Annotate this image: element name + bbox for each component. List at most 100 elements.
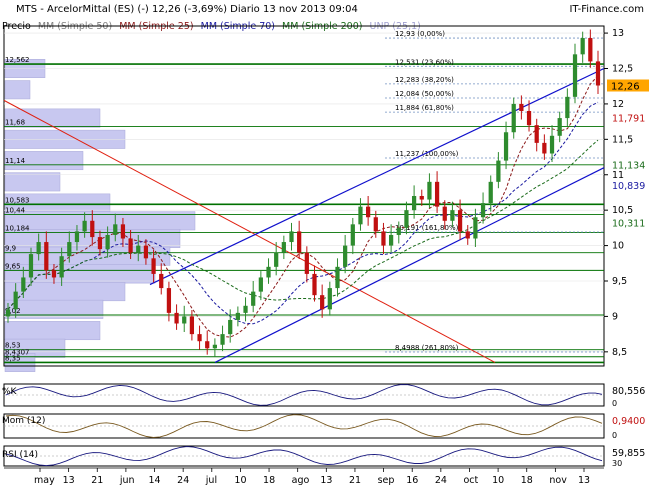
volume-profile-bar xyxy=(4,80,31,100)
candle-body xyxy=(212,344,217,349)
volume-profile-bar xyxy=(4,299,104,319)
candle-body xyxy=(358,206,363,225)
x-tick-label: 13 xyxy=(63,475,75,486)
candle-body xyxy=(327,288,332,310)
candle-body xyxy=(457,210,463,232)
x-tick-label: 21 xyxy=(349,475,361,486)
brand-label[interactable]: IT-Finance.com xyxy=(569,4,644,15)
support-level-label: 8,35 xyxy=(5,354,21,362)
candle-body xyxy=(411,196,417,211)
support-level-label: 11,14 xyxy=(5,157,26,165)
candle-body xyxy=(580,38,585,55)
candle-body xyxy=(5,309,11,317)
candle-body xyxy=(151,258,156,274)
sub-panel-tick: 0 xyxy=(612,431,617,440)
last-price-badge xyxy=(607,79,649,92)
candle-body xyxy=(496,160,501,182)
y-tick-label: 10 xyxy=(612,241,624,252)
x-tick-label: 18 xyxy=(521,475,533,486)
candle-body xyxy=(335,266,340,289)
x-tick-label: 24 xyxy=(177,475,189,486)
candle-body xyxy=(503,132,509,161)
support-level-label: 10,184 xyxy=(5,225,30,233)
candle-body xyxy=(59,256,64,278)
candle-body xyxy=(266,266,271,278)
price-panel-frame xyxy=(3,25,605,367)
y-tick-label: 12 xyxy=(612,99,624,110)
trend-lines xyxy=(3,67,605,363)
candle-body xyxy=(243,305,248,313)
candle-body xyxy=(526,111,532,126)
date-axis: may 13 21 jun 14 24 jul 10 18 ago 13 21 sep 16 24 oct 10… xyxy=(4,467,604,486)
support-level-label: 8,53 xyxy=(5,342,21,350)
fibonacci-levels: 12,93 (0,00%) 12,531 (23,60%) 12,283 (38,2… xyxy=(385,30,604,353)
x-tick-label: 16 xyxy=(406,475,418,486)
downtrend-line xyxy=(3,99,496,363)
ma-mid-line xyxy=(7,101,599,325)
candle-body xyxy=(51,270,57,278)
candle-body xyxy=(166,288,172,313)
candle-body xyxy=(120,224,126,239)
candle-body xyxy=(480,203,486,218)
x-tick-label: 24 xyxy=(435,475,447,486)
y-tick-label: 12,5 xyxy=(612,64,633,75)
support-level-label: 10,44 xyxy=(5,206,26,214)
candle-body xyxy=(205,341,210,349)
x-tick-label: 13 xyxy=(320,475,332,486)
sub-panel-series xyxy=(5,446,603,467)
x-tick-label: oct xyxy=(463,475,478,486)
fibonacci-label: 12,93 (0,00%) xyxy=(395,30,445,38)
y-tick-label: 9 xyxy=(612,311,618,322)
level-value-label: 10,839 xyxy=(612,181,645,192)
x-tick-label: 10 xyxy=(234,475,246,486)
sub-panel-value: 80,556 xyxy=(612,386,645,397)
candle-body xyxy=(542,142,547,154)
support-level-label: 12,562 xyxy=(5,56,30,64)
candle-body xyxy=(105,234,110,250)
candle-body xyxy=(251,291,256,306)
candle-body xyxy=(13,291,18,310)
volume-profile-bar xyxy=(4,264,156,284)
candle-body xyxy=(396,227,401,235)
level-value-label: 11,791 xyxy=(612,114,645,125)
price-axis: 13 12,5 12 11,5 11 10,5 10 9,5 9 8,5 11,791 11,134 1… xyxy=(604,28,649,358)
x-tick-label: 10 xyxy=(492,475,504,486)
support-level-label: 10,583 xyxy=(5,196,30,204)
candle-body xyxy=(90,220,95,238)
fibonacci-label: 11,884 (61,80%) xyxy=(395,104,454,112)
candle-body xyxy=(97,237,103,250)
candle-body xyxy=(465,231,470,239)
support-level-label: 9,65 xyxy=(5,262,21,270)
x-tick-label: 21 xyxy=(91,475,103,486)
support-level-label: 11,68 xyxy=(5,119,25,127)
ma-long-line xyxy=(7,139,599,310)
candle-body xyxy=(488,181,493,204)
candle-body xyxy=(557,118,562,136)
candle-body xyxy=(143,245,149,259)
candle-body xyxy=(427,181,432,200)
sub-panel-value: 59,855 xyxy=(612,448,645,459)
candle-body xyxy=(312,273,317,296)
y-tick-label: 8,5 xyxy=(612,347,627,358)
candle-body xyxy=(381,231,386,246)
page-title: MTS - ArcelorMittal (ES) (-) 12,26 (-3,6… xyxy=(16,4,358,15)
candle-body xyxy=(350,224,355,246)
sub-panel-series xyxy=(5,384,603,406)
grid-lines xyxy=(3,25,605,367)
channel-upper-line xyxy=(149,67,605,286)
support-level-label: 9,9 xyxy=(5,245,16,253)
x-tick-label: nov xyxy=(549,475,567,486)
candle-body xyxy=(235,312,240,320)
candle-body xyxy=(189,316,195,335)
momentum-title: Mom (12) xyxy=(2,416,46,426)
volume-profile-bar xyxy=(4,172,61,192)
x-tick-label: sep xyxy=(378,475,395,486)
candle-body xyxy=(44,242,49,271)
candle-body xyxy=(549,135,555,154)
candle-body xyxy=(343,245,348,267)
candle-body xyxy=(21,277,26,292)
candle-body xyxy=(297,231,302,253)
